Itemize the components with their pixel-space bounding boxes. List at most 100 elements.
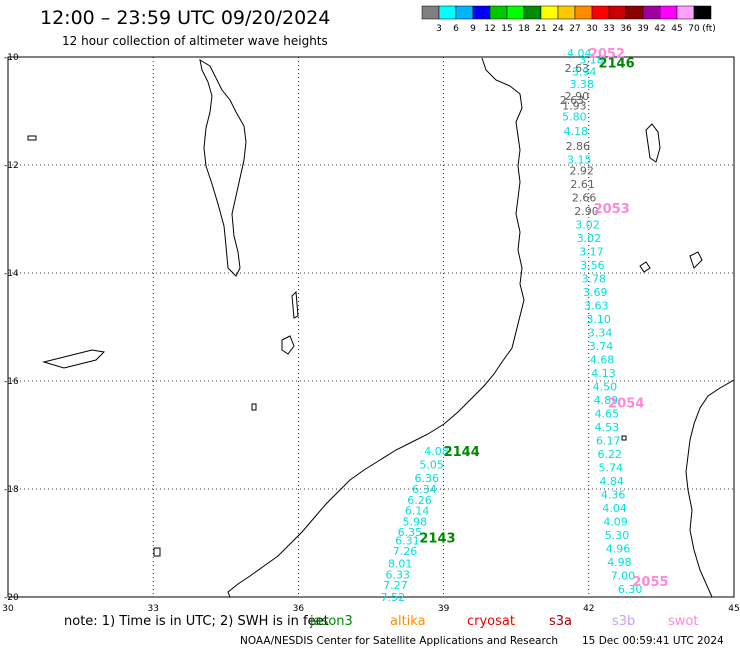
longitude-tick-label: 39: [438, 604, 450, 614]
wave-height-value: 3.18: [579, 54, 604, 67]
wave-height-value: 4.96: [606, 542, 631, 555]
wave-height-value: 7.00: [611, 569, 636, 582]
wave-height-value: 5.80: [562, 110, 587, 123]
wave-height-value: 2.86: [566, 140, 591, 153]
latitude-tick-label: -14: [4, 269, 19, 279]
latitude-tick-label: -16: [4, 377, 19, 387]
madagascar-coastline: [685, 379, 735, 598]
legend-swatch: [608, 5, 627, 20]
wave-height-value: 2.63: [560, 94, 585, 107]
legend-tick-label: 6: [453, 24, 459, 34]
wave-height-value: 8.01: [388, 558, 413, 571]
page-title: 12:00 – 23:59 UTC 09/20/2024: [40, 7, 330, 29]
legend-tick-label: 39: [637, 24, 649, 34]
observations-layer: 4.043.182.633.943.382.902.631.935.804.18…: [381, 47, 643, 604]
longitude-tick-label: 42: [583, 604, 594, 614]
wave-height-value: 2.66: [572, 191, 597, 204]
graticule: [8, 57, 734, 597]
wave-height-value: 4.04: [567, 47, 592, 60]
legend-swatch: [438, 5, 457, 20]
wave-height-value: 6.14: [405, 505, 430, 518]
latitude-tick-label: -10: [4, 53, 19, 63]
wave-height-value: 2.92: [569, 164, 594, 177]
wave-height-value: 5.05: [419, 459, 444, 472]
pass-number-label: 2053: [594, 202, 630, 217]
wave-height-value: 7.26: [393, 545, 418, 558]
lake-outline: [42, 349, 106, 369]
footer-credit: NOAA/NESDIS Center for Satellite Applica…: [240, 635, 558, 647]
legend-swatch: [421, 5, 440, 20]
wave-height-value: 4.53: [595, 421, 620, 434]
legend-tick-label: 9: [470, 24, 476, 34]
wave-height-value: 3.10: [586, 313, 611, 326]
wave-height-value: 6.33: [386, 568, 411, 581]
mozambique-coastline: [227, 57, 525, 598]
legend-swatch: [676, 5, 695, 20]
wave-height-value: 6.22: [598, 448, 623, 461]
wave-height-value: 2.90: [565, 90, 590, 103]
small-island: [639, 261, 651, 273]
legend-swatch: [591, 5, 610, 20]
footer-timestamp: 15 Dec 00:59:41 UTC 2024: [582, 635, 724, 647]
legend-tick-label: 21: [535, 24, 546, 34]
satellite-legend: jason3 altika cryosat s3a s3b swot: [309, 614, 698, 629]
legend-swatch: [693, 5, 712, 20]
axis-labels: 30 33 36 39 42 45 -10 -12 -14 -16 -18 -20: [2, 53, 739, 614]
legend-tick-label: 33: [603, 24, 614, 34]
wave-height-value: 2.61: [570, 178, 595, 191]
legend-unit: (ft): [702, 24, 716, 34]
legend-swatch: [540, 5, 559, 20]
small-island: [153, 547, 161, 557]
legend-swatch: [455, 5, 474, 20]
legend-swatch: [557, 5, 576, 20]
legend-swatch: [625, 5, 644, 20]
satellite-name: cryosat: [467, 614, 515, 629]
legend-tick-label: 3: [436, 24, 442, 34]
wave-height-value: 3.94: [572, 66, 597, 79]
small-island: [251, 403, 257, 411]
wave-height-value: 3.17: [579, 245, 604, 258]
comoros-island: [645, 123, 661, 163]
latitude-tick-label: -12: [4, 161, 19, 171]
wave-height-value: 6.31: [395, 534, 420, 547]
legend-swatch: [489, 5, 508, 20]
legend-swatch: [472, 5, 491, 20]
wave-height-value: 3.02: [575, 218, 600, 231]
legend-tick-label: 12: [484, 24, 495, 34]
legend-tick-label: 18: [518, 24, 530, 34]
wave-height-value: 4.13: [591, 367, 616, 380]
wave-height-value: 3.63: [584, 299, 609, 312]
wave-height-value: 6.34: [412, 483, 437, 496]
map-frame: [7, 56, 735, 598]
legend-swatch: [523, 5, 542, 20]
latitude-tick-label: -20: [4, 593, 19, 603]
wave-height-value: 4.50: [593, 380, 618, 393]
wave-height-value: 4.18: [564, 125, 589, 138]
legend-tick-label: 36: [620, 24, 632, 34]
lake-malawi-outline: [199, 58, 247, 277]
page-subtitle: 12 hour collection of altimeter wave hei…: [62, 34, 328, 48]
wave-height-value: 6.30: [618, 583, 643, 596]
wave-height-value: 4.36: [601, 488, 626, 501]
wave-height-value: 4.08: [424, 445, 449, 458]
satellite-name: s3b: [612, 614, 635, 629]
latitude-tick-label: -18: [4, 485, 19, 495]
legend-swatch: [574, 5, 593, 20]
wave-height-value: 4.84: [599, 475, 624, 488]
wave-height-value: 5.98: [402, 515, 427, 528]
legend-tick-label: 70: [688, 24, 700, 34]
wave-height-value: 6.26: [407, 494, 432, 507]
small-island: [689, 251, 703, 269]
small-island: [27, 135, 37, 141]
longitude-tick-label: 36: [293, 604, 305, 614]
pass-number-label: 2146: [598, 56, 634, 71]
legend-tick-label: 45: [671, 24, 682, 34]
wave-height-value: 3.34: [588, 326, 613, 339]
wave-height-value: 5.74: [598, 461, 623, 474]
wave-height-value: 3.38: [569, 78, 594, 91]
satellite-name: s3a: [549, 614, 572, 629]
legend-tick-label: 24: [552, 24, 564, 34]
wave-height-value: 3.78: [582, 272, 607, 285]
wave-height-value: 3.02: [577, 232, 602, 245]
